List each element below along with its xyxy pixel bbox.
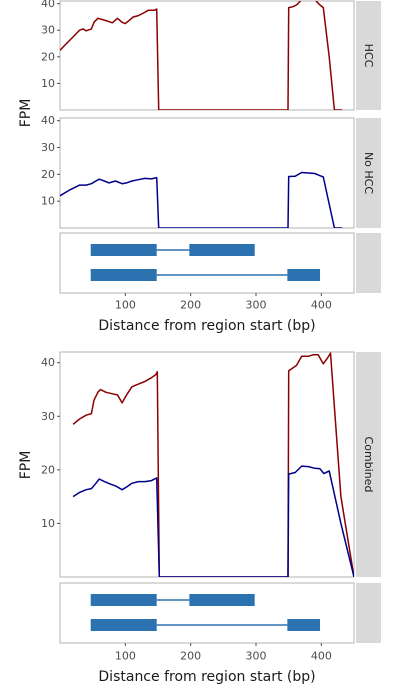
x-tick-label: 100 [115, 650, 136, 663]
facet-0: Combined 10 20 30 40 [41, 351, 381, 578]
y-tick-label: 10 [41, 517, 55, 530]
plot-frame [59, 0, 355, 111]
gene-strip [356, 233, 381, 293]
exon-box [90, 269, 157, 281]
y-tick-label: 30 [41, 141, 55, 154]
facet-strip [356, 1, 381, 110]
gene-strip [356, 583, 381, 643]
gene-frame [59, 232, 355, 294]
facet-1: No HCC 10 20 30 40 [41, 114, 381, 229]
series-line [72, 352, 354, 577]
strip-label: No HCC [362, 152, 375, 194]
plot-frame [59, 351, 355, 578]
series-line [60, 171, 343, 228]
facet-strip [356, 352, 381, 577]
x-axis-title: Distance from region start (bp) [98, 318, 315, 334]
series-line [60, 1, 343, 110]
facet-strip [356, 118, 381, 228]
facet-0: HCC 10 20 30 40 [41, 0, 381, 111]
exon-box [287, 619, 321, 631]
x-tick-label: 400 [311, 650, 332, 663]
exon-box [90, 619, 157, 631]
y-tick-label: 10 [41, 195, 55, 208]
y-tick-label: 40 [41, 356, 55, 369]
strip-label: Combined [362, 437, 375, 493]
y-tick-label: 40 [41, 0, 55, 10]
y-axis-title: FPM [18, 451, 34, 480]
gene-model [59, 232, 381, 294]
y-tick-label: 30 [41, 24, 55, 37]
gene-model [59, 582, 381, 644]
panel-top: HCC 10 20 30 40 No HCC 10 20 30 40 100 200 300 400 Dis… [18, 0, 381, 334]
y-tick-label: 30 [41, 410, 55, 423]
exon-box [189, 594, 255, 606]
y-axis-title: FPM [18, 99, 34, 128]
x-tick-label: 200 [180, 650, 201, 663]
exon-box [287, 269, 321, 281]
panel-bottom: Combined 10 20 30 40 100 200 300 400 Distance fro… [18, 351, 381, 685]
y-tick-label: 20 [41, 463, 55, 476]
gene-frame [59, 582, 355, 644]
strip-label: HCC [362, 44, 375, 68]
y-tick-label: 10 [41, 77, 55, 90]
y-tick-label: 20 [41, 50, 55, 63]
x-tick-label: 100 [115, 299, 136, 312]
exon-box [189, 244, 255, 256]
x-tick-label: 300 [246, 299, 267, 312]
exon-box [90, 594, 157, 606]
x-tick-label: 200 [180, 299, 201, 312]
y-tick-label: 40 [41, 114, 55, 127]
x-axis-title: Distance from region start (bp) [98, 669, 315, 685]
x-tick-label: 400 [311, 299, 332, 312]
series-line [72, 465, 354, 577]
x-tick-label: 300 [246, 650, 267, 663]
y-tick-label: 20 [41, 168, 55, 181]
exon-box [90, 244, 157, 256]
